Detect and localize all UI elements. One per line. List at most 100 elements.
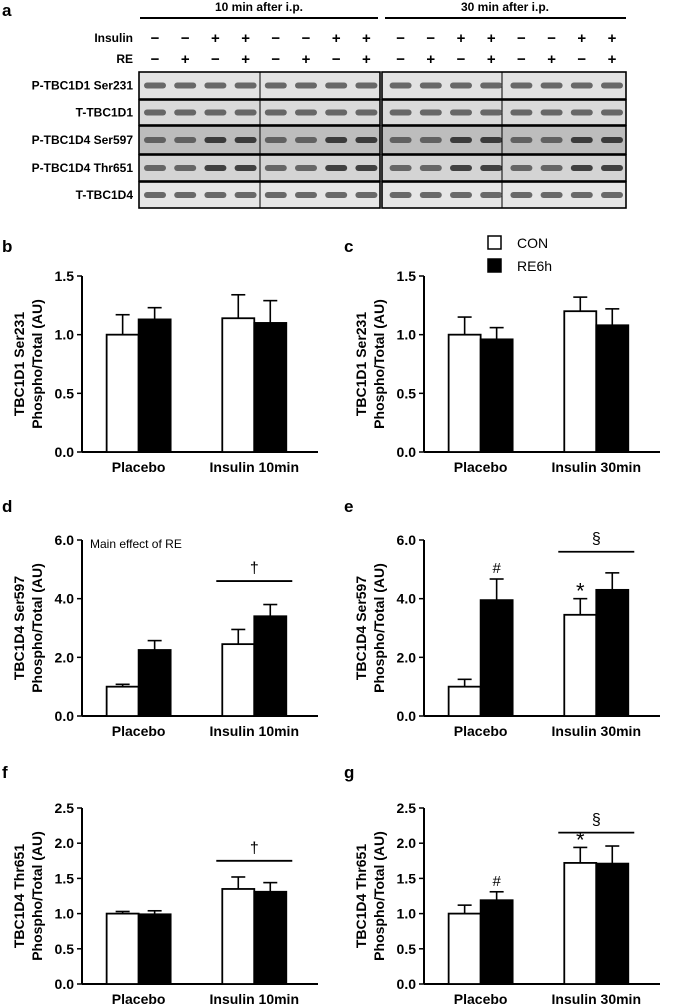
- bar-con: [221, 888, 256, 985]
- blot-band: [264, 137, 287, 143]
- blot-band: [144, 165, 166, 171]
- y-tick-label: 0.5: [55, 941, 75, 957]
- blot-band: [480, 82, 503, 89]
- blot-band: [570, 109, 593, 116]
- insulin-sign: +: [362, 30, 371, 47]
- blot-band: [601, 82, 623, 89]
- bar-con: [105, 685, 140, 717]
- band-label: P-TBC1D1 Ser231: [32, 79, 134, 93]
- legend-label-con: CON: [517, 235, 548, 251]
- bar-con: [221, 317, 256, 453]
- significance-mark: *: [576, 827, 585, 852]
- blot-band: [419, 192, 442, 198]
- blot-band: [389, 82, 412, 89]
- insulin-sign: −: [151, 30, 160, 47]
- blot-band: [325, 192, 348, 198]
- insulin-sign: +: [211, 30, 220, 47]
- bar-con: [447, 685, 482, 717]
- blot-band: [204, 82, 227, 89]
- y-tick-label: 2.0: [397, 835, 417, 851]
- blot-band: [510, 137, 533, 143]
- band-label: P-TBC1D4 Thr651: [32, 161, 134, 175]
- blot-band: [234, 82, 257, 89]
- insulin-sign: −: [426, 30, 435, 47]
- re-sign: −: [457, 51, 466, 68]
- y-axis-label: Phospho/Total (AU): [29, 831, 45, 961]
- band-label: T-TBC1D4: [76, 188, 134, 202]
- panel-letter-b: b: [2, 237, 12, 256]
- blot-bands: [138, 71, 627, 209]
- blot-band: [480, 137, 503, 143]
- blot-band: [144, 137, 166, 143]
- blot-band: [174, 137, 197, 143]
- re-sign: −: [211, 51, 220, 68]
- bar-con: [221, 643, 256, 717]
- bar-re6h: [595, 588, 630, 717]
- panel-letter-a: a: [2, 1, 12, 20]
- re-sign: +: [487, 51, 496, 68]
- blot-band: [419, 165, 442, 171]
- insulin-sign: −: [181, 30, 190, 47]
- bar-chart-g: 0.0 0.5 1.0 1.5 2.0 2.5 TBC1D4 Thr651 Phospho/T…: [353, 800, 660, 1005]
- bar-con: [447, 333, 482, 453]
- blot-band: [174, 82, 197, 89]
- blot-band: [570, 82, 593, 89]
- blot-band: [480, 192, 503, 198]
- blot-band: [355, 192, 378, 198]
- significance-mark: #: [492, 873, 501, 890]
- blot-band: [174, 165, 197, 171]
- re-sign: +: [426, 51, 435, 68]
- blot-band: [389, 192, 412, 198]
- re-sign: +: [302, 51, 311, 68]
- blot-band: [295, 192, 317, 198]
- bar-con: [105, 333, 140, 453]
- y-axis-label: TBC1D4 Ser597: [353, 576, 369, 680]
- bar-re6h: [479, 599, 514, 717]
- blot-band: [570, 165, 593, 171]
- bracket-symbol: †: [250, 840, 259, 857]
- legend: CON RE6h: [487, 235, 552, 274]
- bar-re6h: [253, 890, 288, 985]
- bar-chart-c: 0.0 0.5 1.0 1.5 TBC1D1 Ser231 Phospho/Total (…: [353, 268, 660, 475]
- blot-band: [264, 82, 287, 89]
- y-tick-label: 1.5: [397, 870, 417, 886]
- re-sign: +: [547, 51, 556, 68]
- western-blot-panel: 10 min after i.p. 30 min after i.p. Insu…: [32, 0, 627, 209]
- panel-letter-f: f: [2, 763, 8, 782]
- blot-band: [325, 137, 348, 143]
- blot-band: [234, 192, 257, 198]
- bar-re6h: [479, 338, 514, 453]
- re-sign: −: [271, 51, 280, 68]
- blot-band: [295, 109, 317, 116]
- bar-chart-d: 0.0 2.0 4.0 6.0 TBC1D4 Ser597 Phospho/Total (…: [11, 532, 318, 739]
- re-row-label: RE: [116, 52, 133, 66]
- y-tick-label: 2.0: [397, 649, 417, 665]
- y-axis-label: TBC1D4 Thr651: [353, 844, 369, 948]
- insulin-sign: −: [547, 30, 556, 47]
- insulin-sign: +: [487, 30, 496, 47]
- y-tick-label: 2.5: [55, 800, 75, 816]
- blot-band: [325, 109, 348, 116]
- bar-chart-e: 0.0 2.0 4.0 6.0 TBC1D4 Ser597 Phospho/Total (…: [353, 531, 660, 739]
- insulin-sign: +: [241, 30, 250, 47]
- blot-band: [389, 137, 412, 143]
- blot-band: [540, 82, 563, 89]
- blot-band: [264, 109, 287, 116]
- x-category-label: Insulin 10min: [210, 723, 299, 739]
- blot-band: [204, 165, 227, 171]
- x-category-label: Insulin 30min: [552, 723, 641, 739]
- y-tick-label: 1.5: [55, 268, 75, 284]
- bar-con: [447, 912, 482, 985]
- blot-band: [204, 109, 227, 116]
- insulin-sign: +: [608, 30, 617, 47]
- blot-band: [540, 109, 563, 116]
- group-label-10min: 10 min after i.p.: [215, 0, 303, 14]
- blot-band: [510, 109, 533, 116]
- blot-band: [419, 137, 442, 143]
- x-category-label: Insulin 30min: [552, 459, 641, 475]
- blot-band: [355, 109, 378, 116]
- y-tick-label: 2.5: [397, 800, 417, 816]
- bar-chart-b: 0.0 0.5 1.0 1.5 TBC1D1 Ser231 Phospho/Total (…: [11, 268, 318, 475]
- y-tick-label: 1.5: [55, 870, 75, 886]
